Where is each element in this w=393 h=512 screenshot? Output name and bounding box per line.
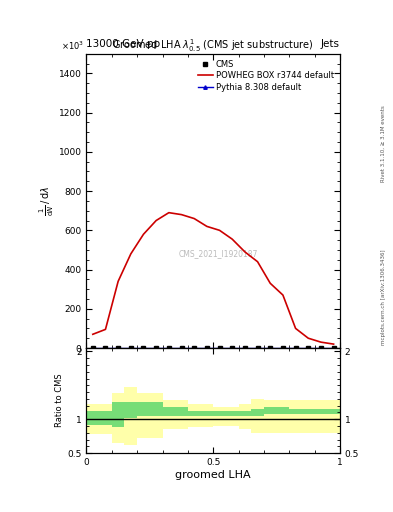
Pythia 8.308 default [154,345,158,351]
POWHEG BOX r3744 default [204,223,209,229]
CMS [141,345,146,351]
POWHEG BOX r3744 default [242,249,247,255]
POWHEG BOX r3744 default [116,278,121,284]
POWHEG BOX r3744 default [192,216,196,222]
Pythia 8.308 default [90,345,95,351]
Pythia 8.308 default [192,345,196,351]
CMS [268,345,273,351]
Text: 13000 GeV pp: 13000 GeV pp [86,38,161,49]
CMS [179,345,184,351]
Pythia 8.308 default [331,345,336,351]
CMS [103,345,108,351]
Pythia 8.308 default [306,345,310,351]
POWHEG BOX r3744 default [129,251,133,257]
CMS [230,345,235,351]
Pythia 8.308 default [204,345,209,351]
Text: mcplots.cern.ch [arXiv:1306.3436]: mcplots.cern.ch [arXiv:1306.3436] [381,249,386,345]
CMS [281,345,285,351]
POWHEG BOX r3744 default [306,335,310,342]
X-axis label: groomed LHA: groomed LHA [175,470,251,480]
CMS [242,345,247,351]
Pythia 8.308 default [242,345,247,351]
CMS [293,345,298,351]
POWHEG BOX r3744 default [217,227,222,233]
POWHEG BOX r3744 default [154,218,158,224]
POWHEG BOX r3744 default [331,341,336,347]
CMS [306,345,310,351]
CMS [204,345,209,351]
POWHEG BOX r3744 default [90,331,95,337]
Pythia 8.308 default [103,345,108,351]
CMS [319,345,323,351]
Y-axis label: $\frac{1}{\mathrm{d}N}\,/\,\mathrm{d}\lambda$: $\frac{1}{\mathrm{d}N}\,/\,\mathrm{d}\la… [38,186,56,216]
Pythia 8.308 default [319,345,323,351]
Pythia 8.308 default [217,345,222,351]
CMS [331,345,336,351]
CMS [90,345,95,351]
Pythia 8.308 default [179,345,184,351]
POWHEG BOX r3744 default [141,231,146,238]
CMS [192,345,196,351]
POWHEG BOX r3744 default [293,325,298,331]
POWHEG BOX r3744 default [319,339,323,345]
POWHEG BOX r3744 default [167,209,171,216]
POWHEG BOX r3744 default [103,326,108,332]
Pythia 8.308 default [281,345,285,351]
CMS [255,345,260,351]
CMS [129,345,133,351]
Title: Groomed LHA $\lambda^{1}_{0.5}$ (CMS jet substructure): Groomed LHA $\lambda^{1}_{0.5}$ (CMS jet… [112,37,314,54]
POWHEG BOX r3744 default [281,292,285,298]
Legend: CMS, POWHEG BOX r3744 default, Pythia 8.308 default: CMS, POWHEG BOX r3744 default, Pythia 8.… [196,58,336,93]
Y-axis label: Ratio to CMS: Ratio to CMS [55,374,64,428]
Text: Rivet 3.1.10, ≥ 3.1M events: Rivet 3.1.10, ≥ 3.1M events [381,105,386,182]
Pythia 8.308 default [167,345,171,351]
POWHEG BOX r3744 default [268,280,273,286]
CMS [154,345,158,351]
CMS [167,345,171,351]
Pythia 8.308 default [293,345,298,351]
Text: CMS_2021_I1920187: CMS_2021_I1920187 [178,249,258,259]
Pythia 8.308 default [268,345,273,351]
Line: POWHEG BOX r3744 default: POWHEG BOX r3744 default [93,212,334,344]
CMS [116,345,121,351]
Text: $\times 10^{3}$: $\times 10^{3}$ [61,40,84,52]
Text: Jets: Jets [321,38,340,49]
CMS [217,345,222,351]
Pythia 8.308 default [255,345,260,351]
Pythia 8.308 default [129,345,133,351]
POWHEG BOX r3744 default [255,259,260,265]
Line: Pythia 8.308 default: Pythia 8.308 default [91,346,335,350]
Pythia 8.308 default [230,345,235,351]
POWHEG BOX r3744 default [230,236,235,242]
Line: CMS: CMS [91,346,335,350]
POWHEG BOX r3744 default [179,211,184,218]
Pythia 8.308 default [116,345,121,351]
Pythia 8.308 default [141,345,146,351]
